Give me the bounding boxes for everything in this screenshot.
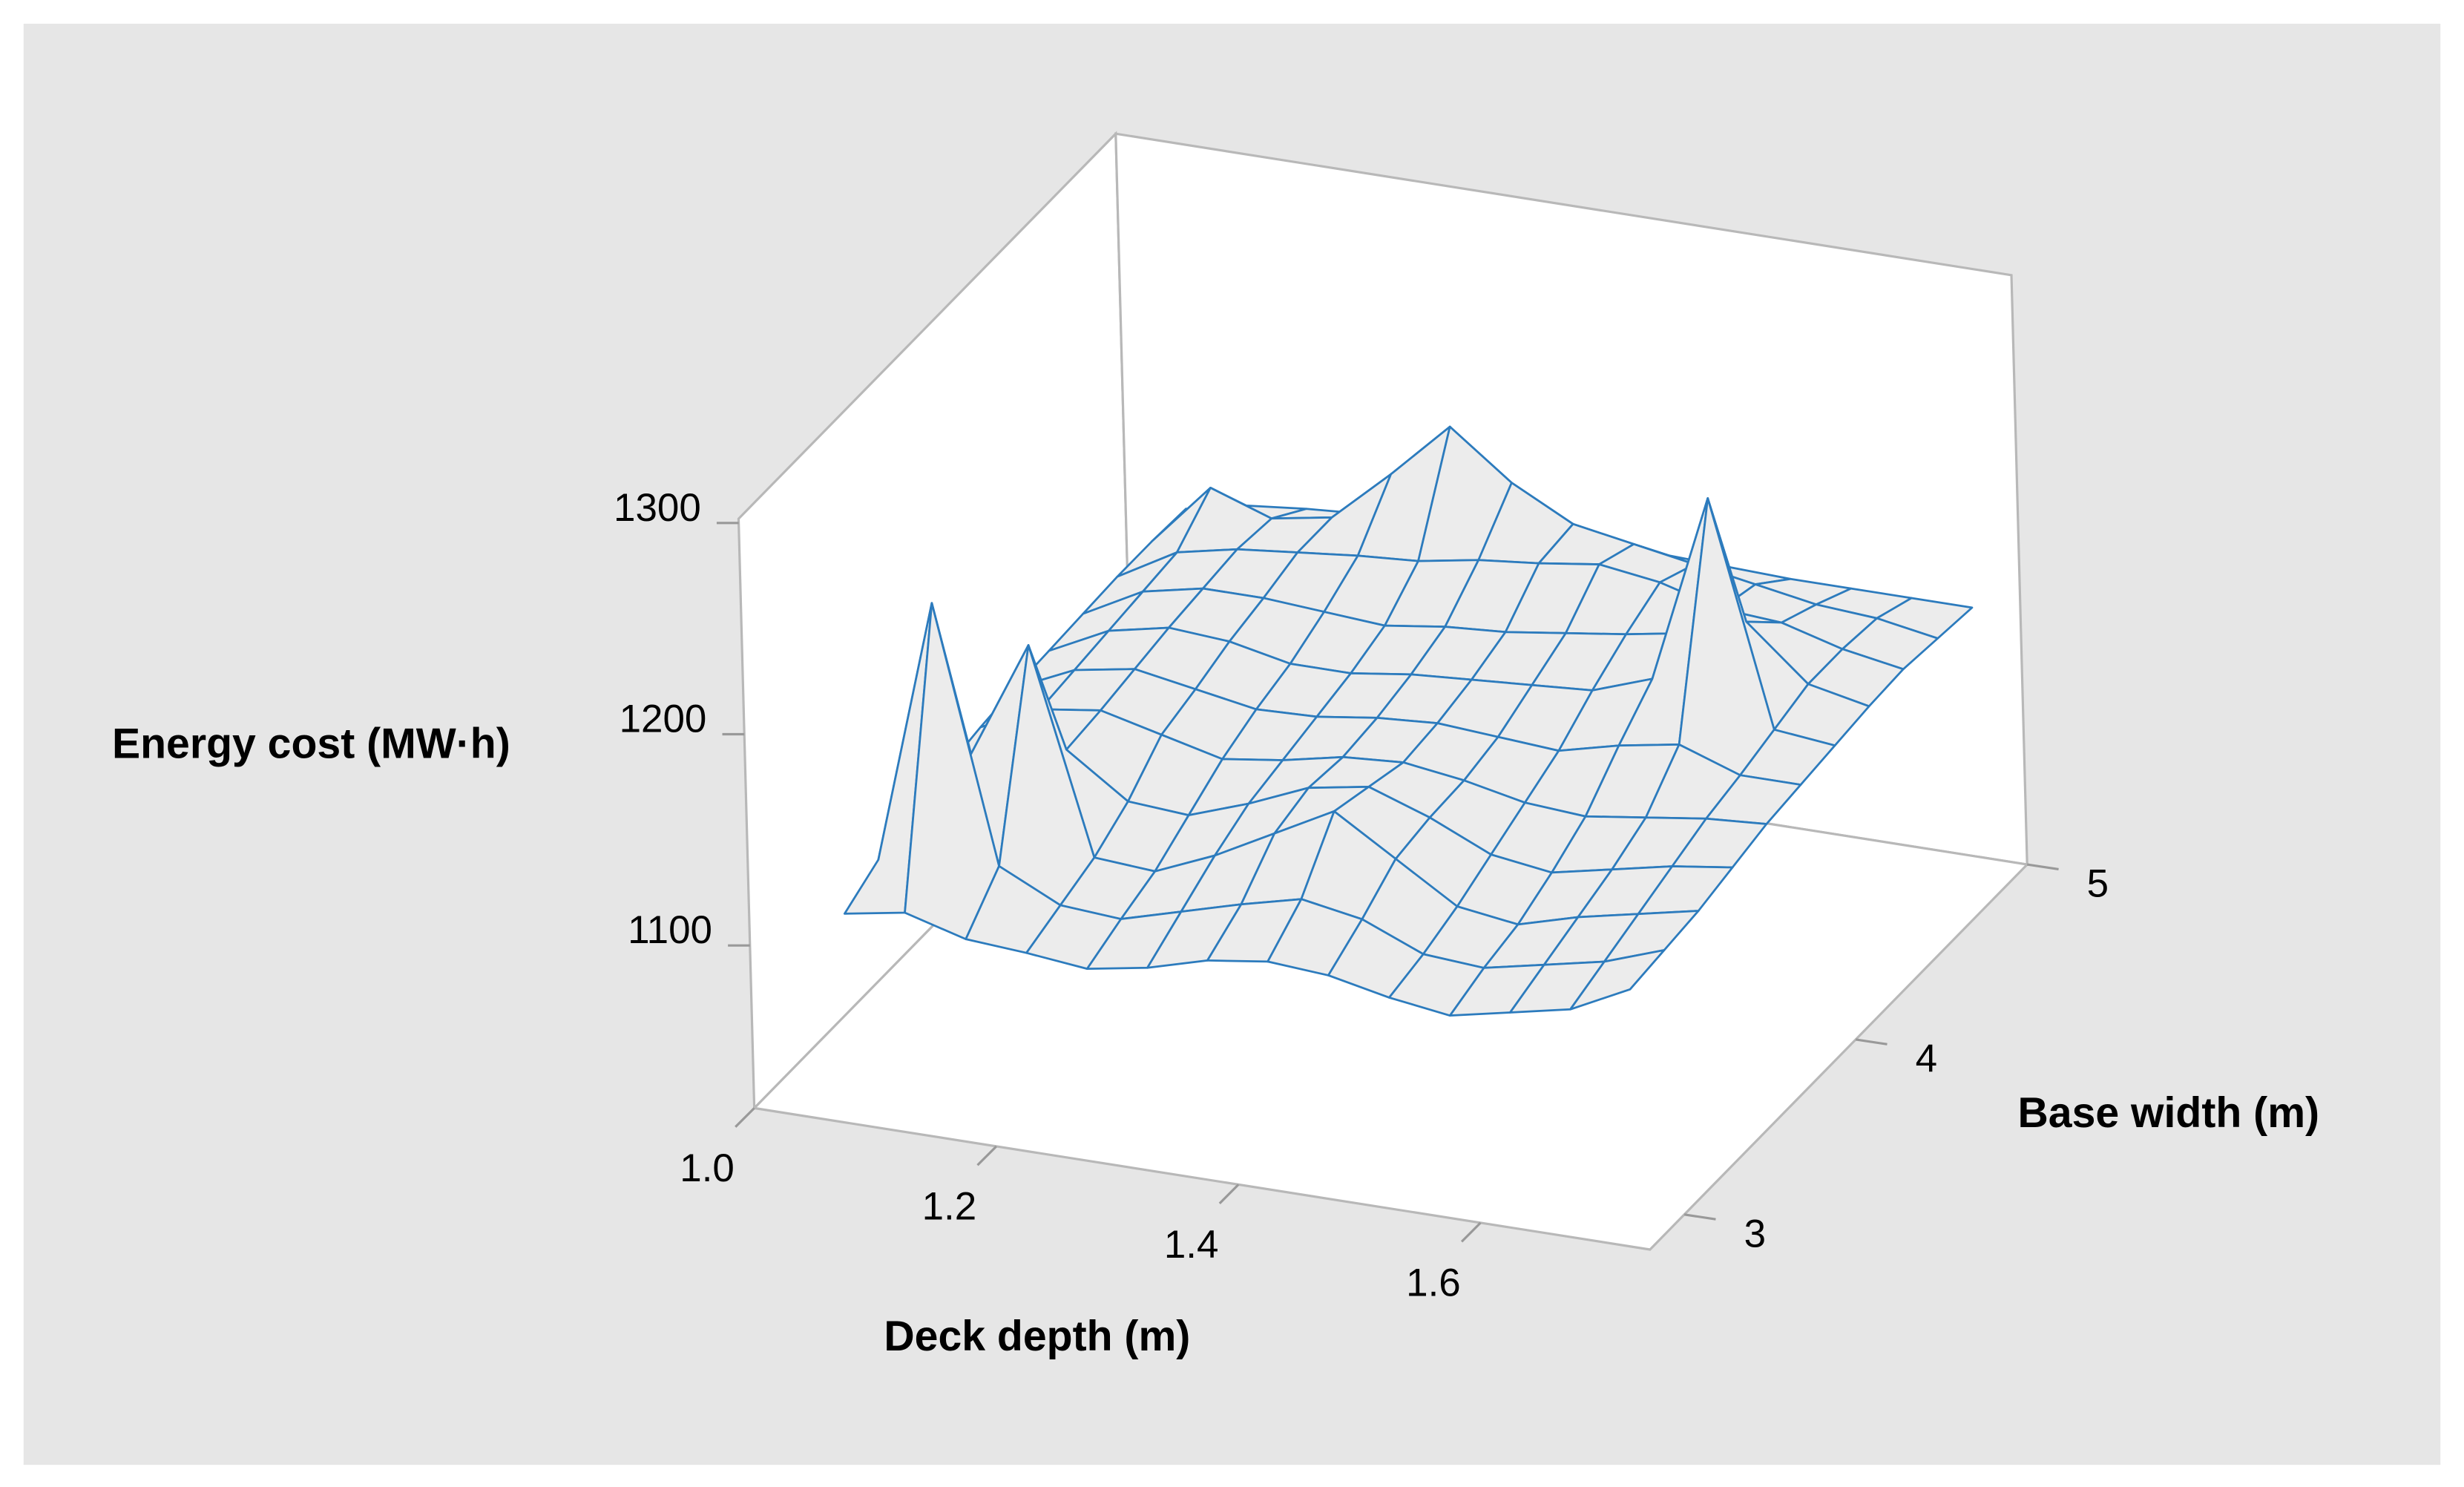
x-tick xyxy=(735,1107,755,1128)
x-tick xyxy=(976,1145,998,1166)
x-tick xyxy=(1218,1184,1240,1204)
y-tick-label: 4 xyxy=(1916,1037,1937,1081)
x-axis-title: Deck depth (m) xyxy=(884,1313,1190,1360)
x-tick xyxy=(1460,1221,1482,1243)
y-tick xyxy=(2026,863,2059,871)
y-tick xyxy=(1683,1213,1716,1221)
y-axis-title: Base width (m) xyxy=(2018,1089,2320,1137)
x-tick-label: 1.4 xyxy=(1164,1223,1219,1267)
x-tick-label: 1.0 xyxy=(680,1146,735,1190)
z-tick-label: 1300 xyxy=(614,486,701,530)
z-axis-title: Energy cost (MW·h) xyxy=(112,720,510,767)
y-tick-label: 5 xyxy=(2087,862,2109,906)
z-tick-label: 1100 xyxy=(628,908,712,952)
z-tick-label: 1200 xyxy=(620,697,707,741)
y-tick xyxy=(1855,1038,1888,1046)
x-tick-label: 1.2 xyxy=(922,1185,977,1229)
x-tick-label: 1.6 xyxy=(1406,1261,1461,1305)
surface-cell xyxy=(1569,949,1666,1011)
y-tick-label: 3 xyxy=(1744,1212,1766,1255)
